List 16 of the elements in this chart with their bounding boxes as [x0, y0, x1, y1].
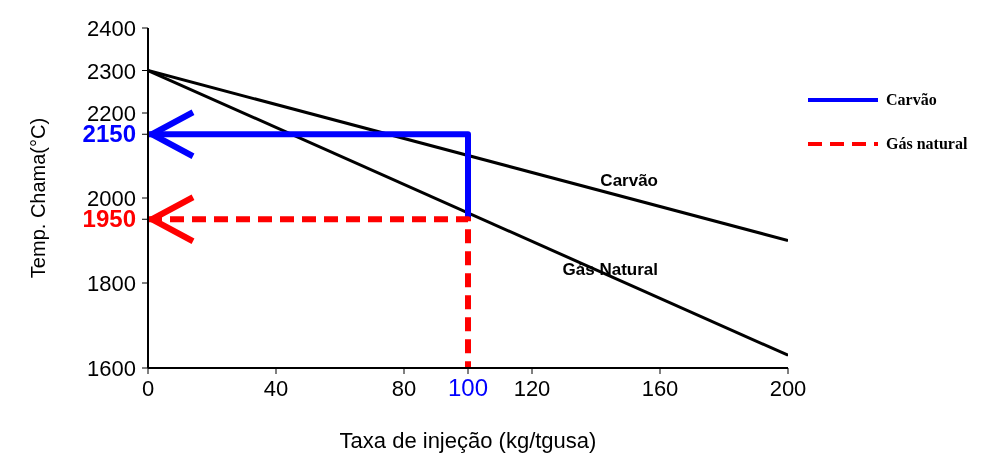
x-axis-title: Taxa de injeção (kg/tgusa) — [339, 428, 597, 453]
y-tick-label: 1600 — [87, 356, 136, 381]
y-tick-label: 2400 — [87, 16, 136, 41]
y-axis-title: Temp. Chama(°C) — [27, 117, 50, 279]
x-tick-label: 200 — [769, 376, 807, 401]
series-label: Carvão — [600, 170, 658, 190]
y-tick-label: 1800 — [87, 271, 136, 296]
y-tick-label: 2300 — [87, 58, 136, 84]
x-tick-label: 100 — [447, 374, 489, 401]
x-tick-label: 120 — [513, 376, 551, 401]
x-tick-label: 80 — [391, 376, 417, 401]
legend-label: Gás natural — [886, 135, 968, 153]
x-tick-label: 160 — [641, 376, 679, 401]
legend-label: Carvão — [886, 91, 937, 109]
x-tick-label: 40 — [263, 376, 289, 401]
x-tick-label: 0 — [141, 376, 155, 401]
